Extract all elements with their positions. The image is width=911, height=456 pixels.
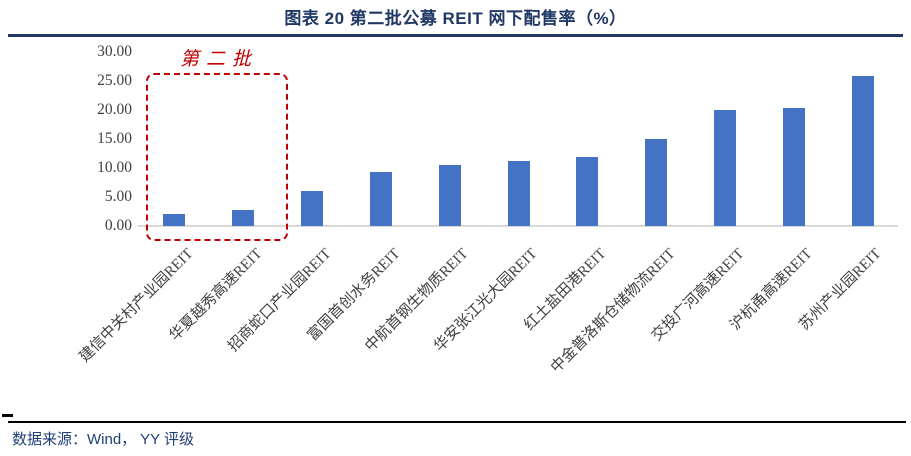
second-batch-annotation: 第二批 — [180, 48, 259, 70]
x-tick-label: 建信中关村产业园REIT — [76, 245, 197, 366]
y-tick-label: 5.00 — [104, 188, 132, 205]
x-axis-line — [138, 225, 898, 227]
title-divider-rule — [8, 34, 903, 37]
footer-rule-stub — [2, 414, 13, 417]
bar — [369, 172, 392, 226]
bar — [851, 75, 874, 226]
y-tick-label: 15.00 — [97, 130, 132, 147]
bar — [507, 161, 530, 226]
y-tick-label: 0.00 — [104, 217, 132, 234]
y-tick-label: 20.00 — [97, 101, 132, 118]
bar — [301, 191, 324, 226]
bar — [232, 209, 255, 226]
bar — [576, 156, 599, 226]
data-source: 数据来源：Wind， YY 评级 — [12, 431, 194, 448]
bar — [713, 110, 736, 226]
bar — [163, 214, 186, 226]
y-tick-label: 25.00 — [97, 72, 132, 89]
bar — [438, 164, 461, 226]
footer-divider-rule — [8, 421, 906, 423]
figure-title: 图表 20 第二批公募 REIT 网下配售率（%） — [284, 9, 627, 28]
second-batch-highlight-box — [146, 73, 288, 241]
x-tick-label: 中金普洛斯仓储物流REIT — [547, 245, 679, 377]
bar — [645, 139, 668, 226]
bar — [782, 107, 805, 226]
y-tick-label: 10.00 — [97, 159, 132, 176]
y-tick-label: 30.00 — [97, 43, 132, 60]
